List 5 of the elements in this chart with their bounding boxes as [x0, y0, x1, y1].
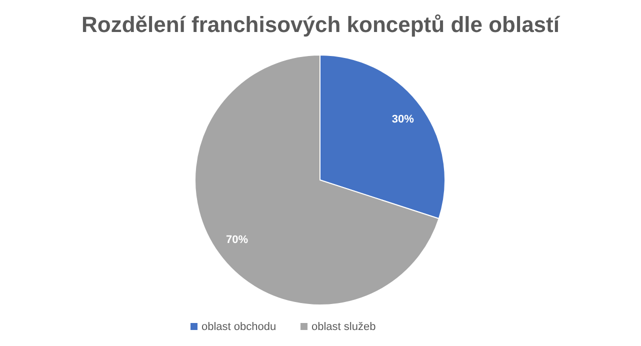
legend-label: oblast služeb: [312, 320, 376, 333]
legend-label: oblast obchodu: [202, 320, 276, 333]
chart-title: Rozdělení franchisových konceptů dle oblastí: [82, 12, 560, 37]
data-label: 30%: [392, 114, 414, 126]
data-label: 70%: [226, 234, 248, 246]
